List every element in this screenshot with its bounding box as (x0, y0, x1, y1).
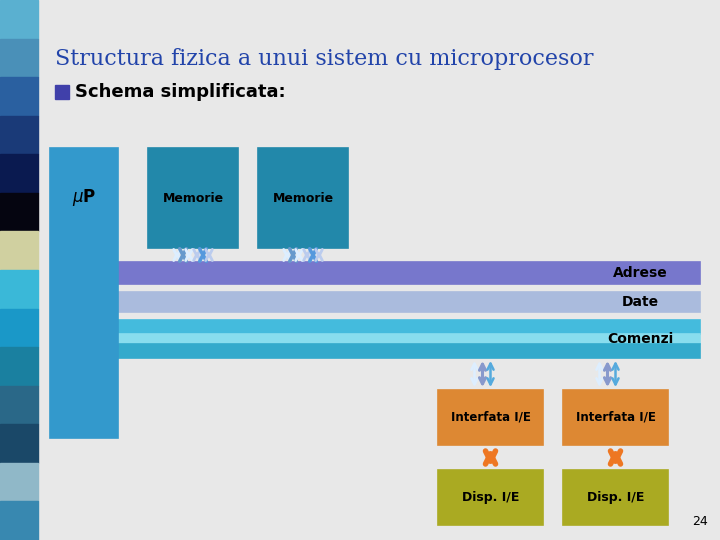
Bar (0, 38, 38, 77)
Bar (55, 85, 69, 99)
Text: Comenzi: Comenzi (607, 332, 673, 346)
Text: Disp. I/E: Disp. I/E (587, 491, 644, 504)
Text: Disp. I/E: Disp. I/E (462, 491, 519, 504)
Text: Interfata I/E: Interfata I/E (451, 411, 531, 424)
Bar (0, 193, 38, 232)
Bar (438, 390, 543, 445)
Text: $\mu$P: $\mu$P (72, 187, 96, 208)
Bar (258, 148, 348, 248)
Bar (148, 148, 238, 248)
Bar (118, 334, 700, 344)
Bar (0, 386, 38, 424)
Bar (563, 390, 668, 445)
Bar (563, 470, 668, 525)
Bar (118, 344, 700, 358)
Bar (0, 308, 38, 347)
Bar (0, 0, 38, 38)
Bar (118, 262, 700, 284)
Bar (0, 347, 38, 386)
Bar (0, 232, 38, 270)
Text: Memorie: Memorie (272, 192, 333, 205)
Bar (50, 148, 118, 438)
Bar (118, 320, 700, 334)
Text: Interfata I/E: Interfata I/E (575, 411, 655, 424)
Text: Structura fizica a unui sistem cu microprocesor: Structura fizica a unui sistem cu microp… (55, 48, 593, 70)
Text: Adrese: Adrese (613, 266, 667, 280)
Text: Schema simplificata:: Schema simplificata: (75, 83, 286, 101)
Text: Memorie: Memorie (163, 192, 224, 205)
Bar (0, 77, 38, 116)
Text: 24: 24 (692, 515, 708, 528)
Bar (0, 154, 38, 193)
Bar (118, 292, 700, 312)
Text: Date: Date (621, 295, 659, 309)
Bar (0, 463, 38, 502)
Bar (0, 270, 38, 308)
Bar (0, 116, 38, 154)
Bar (0, 502, 38, 540)
Bar (438, 470, 543, 525)
Bar (0, 424, 38, 463)
